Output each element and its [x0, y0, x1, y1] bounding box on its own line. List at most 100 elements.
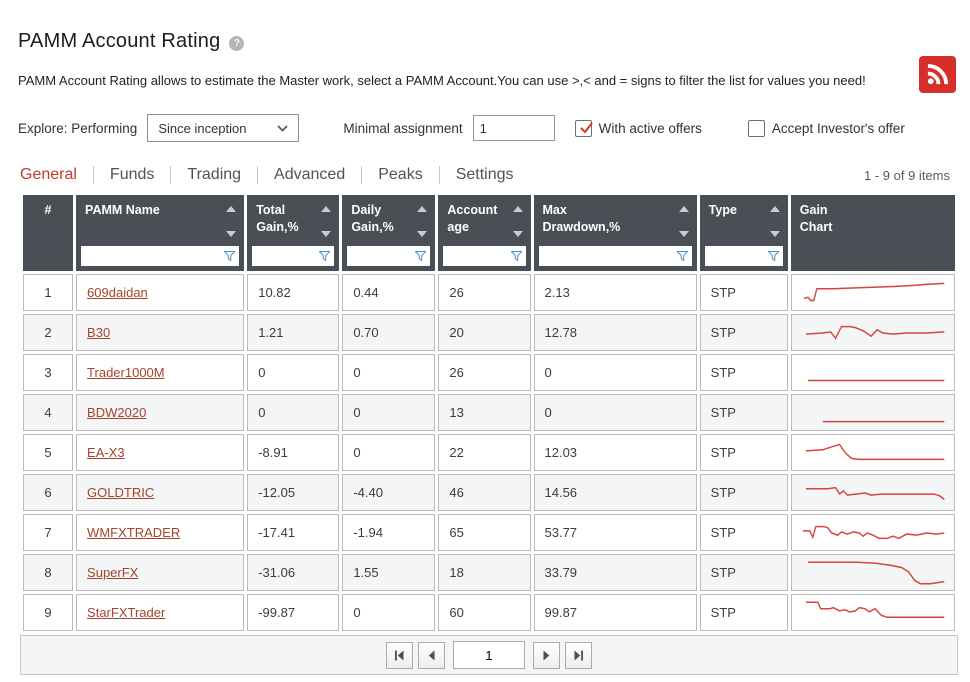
sort-up-icon[interactable] [769, 206, 780, 212]
pamm-name-link[interactable]: SuperFX [87, 565, 139, 580]
type-cell: STP [699, 314, 788, 351]
pamm-name-link[interactable]: B30 [87, 325, 111, 340]
sort-up-icon[interactable] [512, 206, 523, 212]
max-drawdown-cell: 99.87 [533, 594, 697, 631]
type-cell: STP [699, 354, 788, 391]
row-index: 7 [23, 514, 74, 551]
filter-account-age-input[interactable] [443, 246, 526, 266]
next-page-button[interactable] [533, 641, 560, 669]
tab-funds[interactable]: Funds [109, 166, 155, 183]
pamm-name-link[interactable]: BDW2020 [87, 405, 147, 420]
gain-sparkline [805, 601, 945, 618]
gain-chart-cell [790, 514, 955, 551]
filter-pamm-name [81, 246, 240, 266]
daily-gain-cell: 0.44 [342, 274, 436, 311]
prev-page-icon [428, 650, 435, 660]
filter-total-gain-input[interactable] [252, 246, 335, 266]
funnel-icon[interactable] [224, 251, 236, 261]
row-index: 9 [23, 594, 74, 631]
daily-gain-cell: 0 [342, 594, 436, 631]
pamm-name-link[interactable]: WMFXTRADER [87, 525, 181, 540]
sort-up-icon[interactable] [678, 206, 689, 212]
filter-type-input[interactable] [704, 246, 783, 266]
funnel-icon[interactable] [676, 251, 688, 261]
accept-investor-checkbox[interactable]: Accept Investor's offer [747, 119, 905, 137]
funnel-icon[interactable] [767, 251, 779, 261]
tab-advanced[interactable]: Advanced [274, 166, 346, 183]
gain-chart-cell [790, 274, 955, 311]
funnel-icon[interactable] [415, 251, 427, 261]
total-gain-cell: 0 [247, 354, 340, 391]
gain-sparkline [805, 486, 945, 500]
first-page-button[interactable] [386, 641, 413, 669]
page-number-input[interactable] [453, 641, 525, 669]
row-index: 1 [23, 274, 74, 311]
pamm-name-link[interactable]: StarFXTrader [87, 605, 166, 620]
row-index: 8 [23, 554, 74, 591]
sort-down-icon[interactable] [417, 231, 428, 237]
sort-up-icon[interactable] [226, 206, 237, 212]
column-header-gain-chart: Gain Chart [790, 195, 955, 271]
max-drawdown-cell: 12.03 [533, 434, 697, 471]
daily-gain-cell: 0.70 [342, 314, 436, 351]
funnel-icon[interactable] [510, 251, 522, 261]
filter-daily-gain [347, 246, 431, 266]
sort-down-icon[interactable] [226, 231, 237, 237]
column-header-daily-gain[interactable]: Daily Gain,% [342, 195, 436, 271]
pamm-name-link[interactable]: EA-X3 [87, 445, 125, 460]
first-page-icon [395, 650, 404, 660]
tab-general[interactable]: General [20, 166, 77, 183]
page-description: PAMM Account Rating allows to estimate t… [18, 73, 866, 88]
table-row: 5 EA-X3 -8.91 0 22 12.03 STP [23, 434, 955, 471]
account-age-cell: 26 [438, 354, 531, 391]
pamm-name-cell: SuperFX [76, 554, 245, 591]
last-page-button[interactable] [565, 641, 592, 669]
gain-chart-cell [790, 394, 955, 431]
prev-page-button[interactable] [418, 641, 445, 669]
tab-settings[interactable]: Settings [455, 166, 514, 183]
rss-feed-button[interactable] [919, 56, 956, 93]
max-drawdown-cell: 53.77 [533, 514, 697, 551]
gain-chart-cell [790, 474, 955, 511]
rss-icon [927, 63, 949, 85]
funnel-icon[interactable] [319, 251, 331, 261]
help-icon[interactable]: ? [229, 35, 245, 51]
next-page-icon [543, 650, 550, 660]
sort-up-icon[interactable] [321, 206, 332, 212]
pamm-name-link[interactable]: 609daidan [87, 285, 148, 300]
filter-total-gain [252, 246, 335, 266]
pamm-name-link[interactable]: GOLDTRIC [87, 485, 155, 500]
total-gain-cell: 1.21 [247, 314, 340, 351]
column-header-total-gain[interactable]: Total Gain,% [247, 195, 340, 271]
row-index: 6 [23, 474, 74, 511]
sort-down-icon[interactable] [321, 231, 332, 237]
max-drawdown-cell: 0 [533, 354, 697, 391]
table-row: 9 StarFXTrader -99.87 0 60 99.87 STP [23, 594, 955, 631]
column-header-account-age[interactable]: Account age [438, 195, 531, 271]
daily-gain-cell: 0 [342, 354, 436, 391]
gain-sparkline [807, 379, 945, 381]
tabs-bar: General Funds Trading Advanced Peaks Set… [18, 166, 950, 184]
tab-peaks[interactable]: Peaks [378, 166, 423, 183]
filter-account-age [443, 246, 526, 266]
account-age-cell: 13 [438, 394, 531, 431]
type-cell: STP [699, 594, 788, 631]
min-assignment-input[interactable] [472, 115, 555, 141]
filter-max-drawdown-input[interactable] [538, 246, 692, 266]
total-gain-cell: 10.82 [247, 274, 340, 311]
sort-down-icon[interactable] [769, 231, 780, 237]
sort-up-icon[interactable] [417, 206, 428, 212]
filter-pamm-name-input[interactable] [81, 246, 240, 266]
sort-down-icon[interactable] [678, 231, 689, 237]
column-header-pamm-name[interactable]: PAMM Name [76, 195, 245, 271]
gain-sparkline [803, 282, 945, 301]
period-select[interactable]: Since inception [147, 114, 300, 142]
daily-gain-cell: -4.40 [342, 474, 436, 511]
column-header-type[interactable]: Type [699, 195, 788, 271]
sort-down-icon[interactable] [512, 231, 523, 237]
tab-trading[interactable]: Trading [187, 166, 242, 183]
column-header-max-drawdown[interactable]: Max Drawdown,% [533, 195, 697, 271]
with-active-offers-checkbox[interactable]: With active offers [574, 119, 702, 137]
filter-daily-gain-input[interactable] [347, 246, 431, 266]
pamm-name-link[interactable]: Trader1000M [87, 365, 165, 380]
